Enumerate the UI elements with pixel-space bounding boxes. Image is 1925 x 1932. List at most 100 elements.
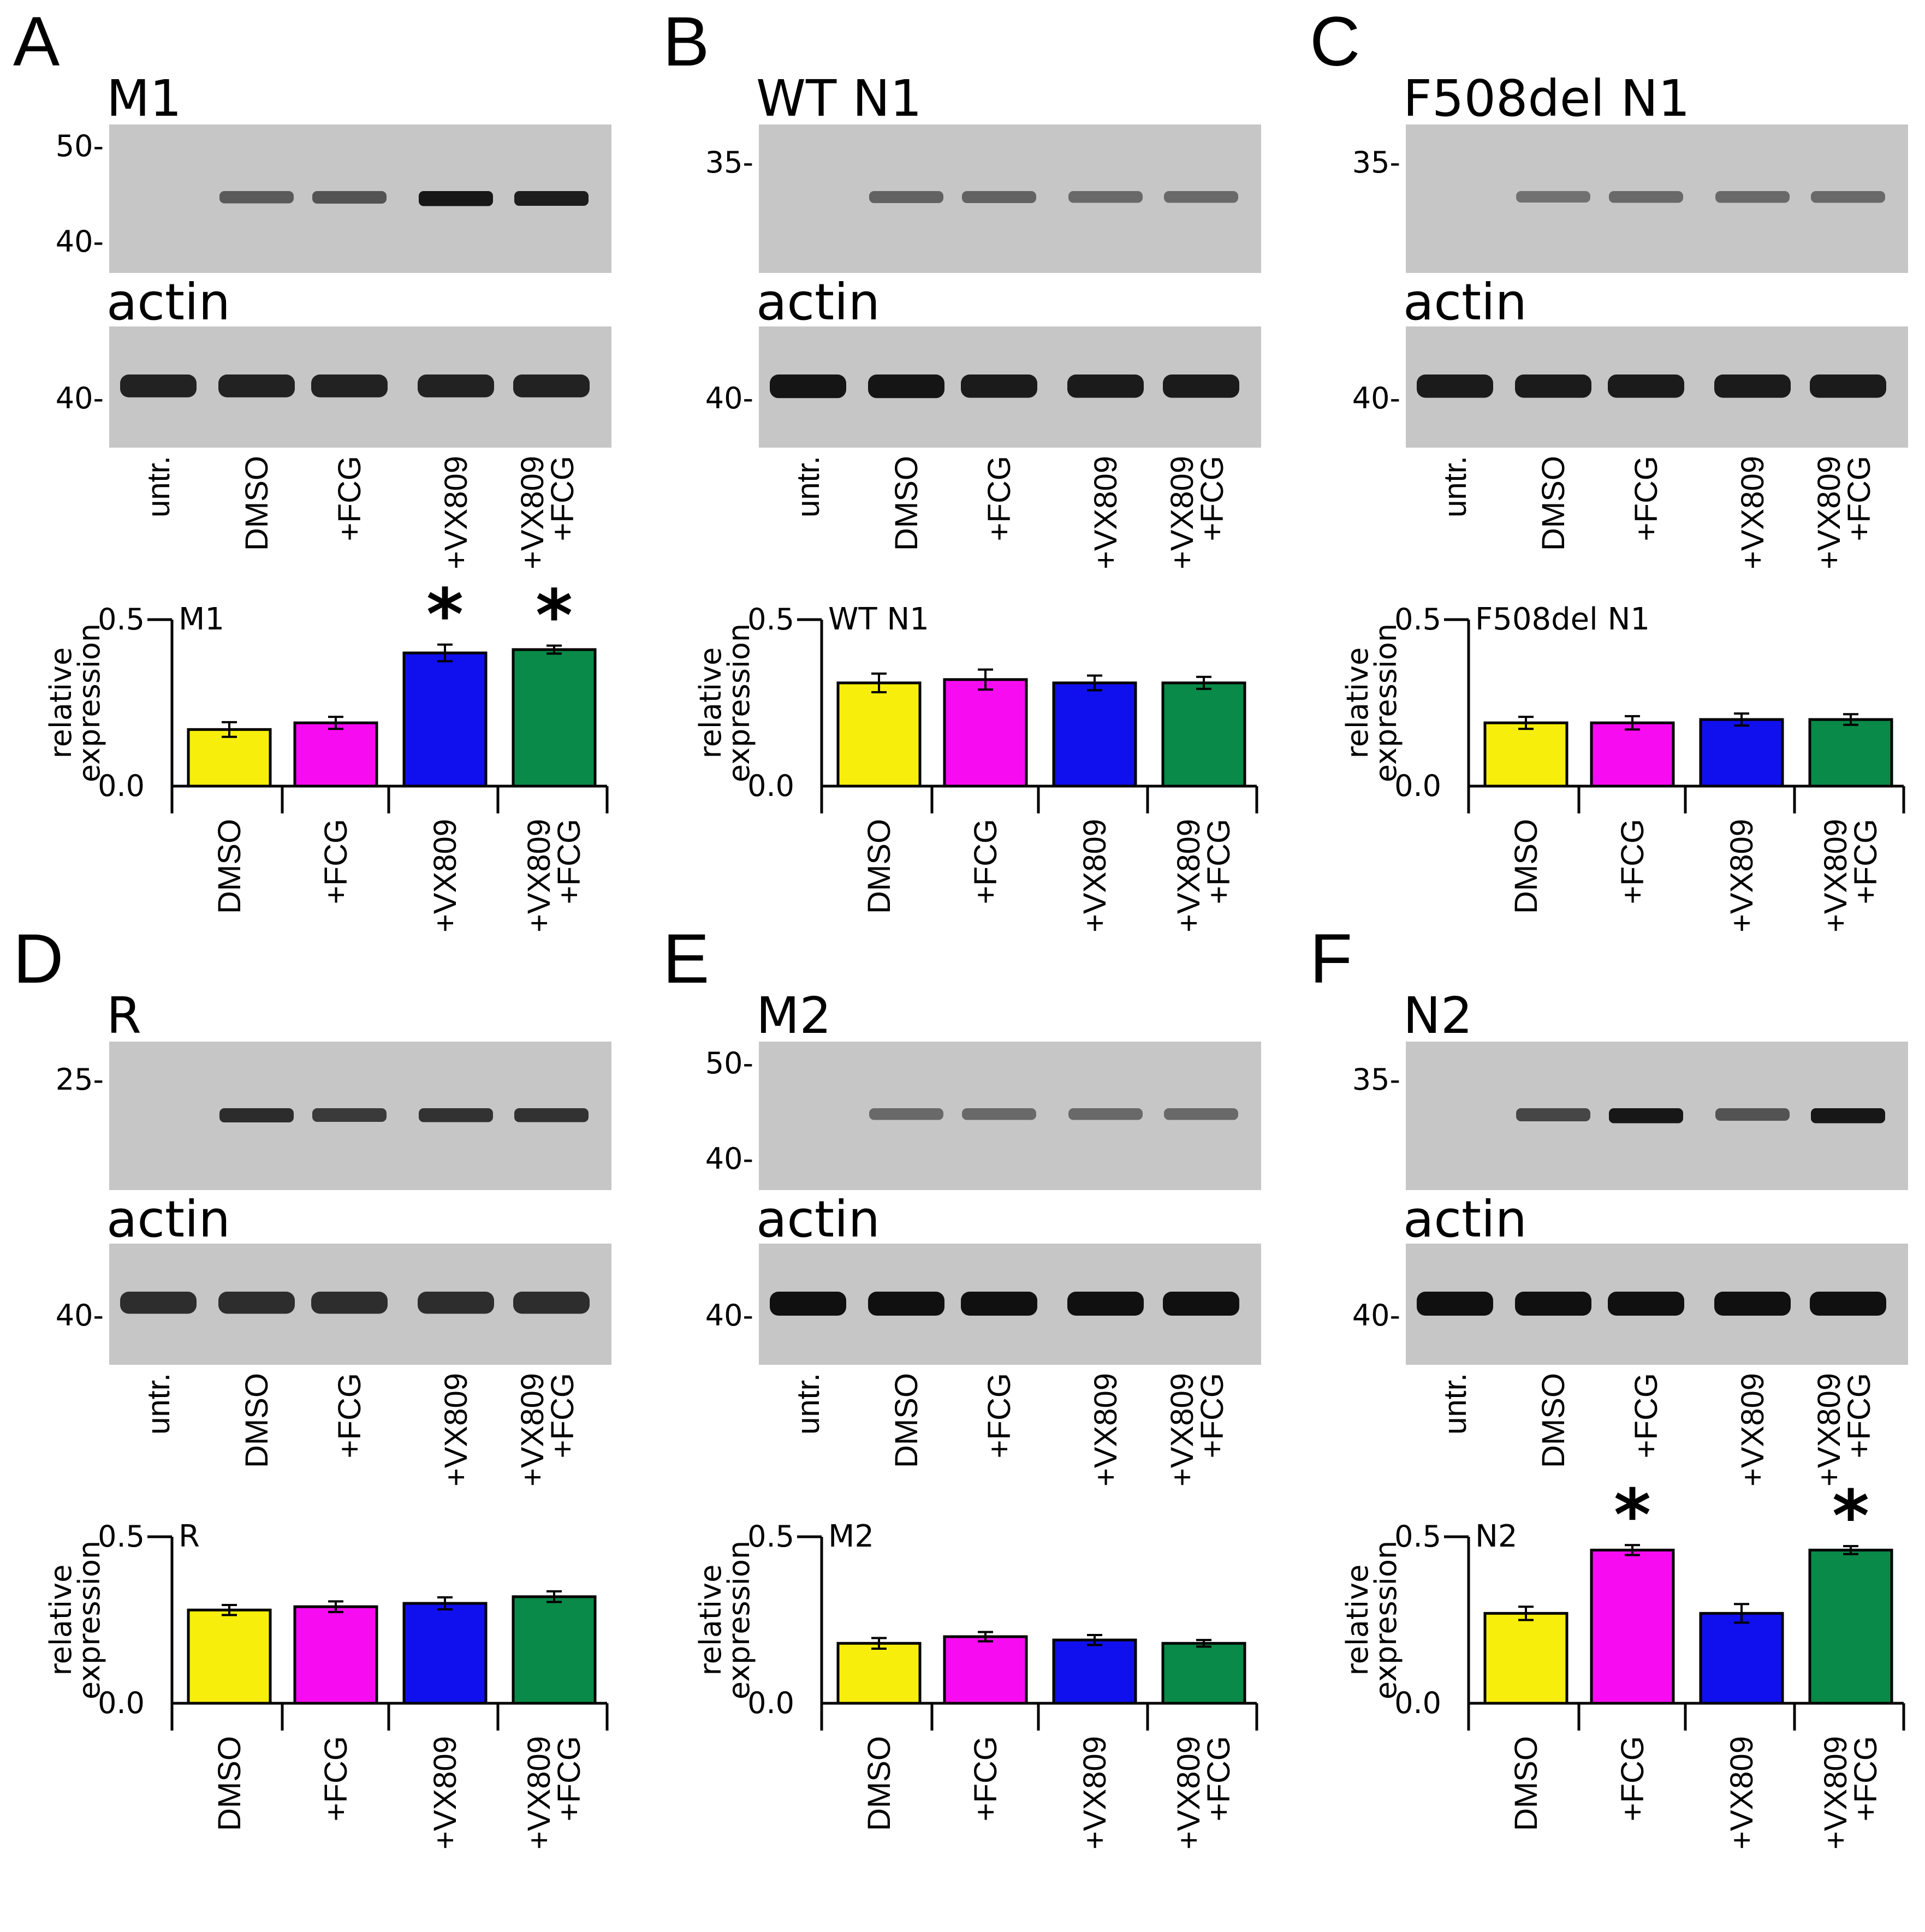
- lane-label: +FCG: [545, 1373, 580, 1458]
- category-label: +VX809: [1077, 1736, 1113, 1850]
- mw-marker: 40-: [56, 381, 104, 415]
- bar: [1699, 1612, 1784, 1705]
- chart-title: M2: [828, 1519, 874, 1554]
- panel-letter: A: [13, 3, 60, 81]
- bar: [1161, 1642, 1246, 1705]
- actin-band: [418, 374, 494, 397]
- actin-band: [1810, 1292, 1886, 1316]
- category-label: +FCG: [1615, 1736, 1650, 1821]
- protein-band: [869, 191, 943, 203]
- bar: [512, 648, 597, 788]
- actin-band: [513, 1292, 590, 1314]
- y-axis-label: relative: [1340, 647, 1375, 759]
- lane-label: +VX809: [438, 456, 474, 569]
- y-tick-label: 0.5: [747, 1519, 794, 1554]
- bar: [836, 1642, 922, 1705]
- actin-band: [770, 1292, 846, 1316]
- actin-band: [218, 374, 295, 397]
- category-label: +FCG: [551, 819, 587, 904]
- y-axis-label: expression: [722, 1541, 756, 1699]
- actin-title: actin: [1403, 273, 1527, 331]
- mw-marker: 35-: [705, 145, 753, 180]
- protein-band: [869, 1108, 943, 1120]
- lane-label: +VX809: [438, 1373, 474, 1487]
- blot-title: WT N1: [756, 69, 922, 128]
- actin-band: [1417, 1292, 1493, 1316]
- chart-title: R: [179, 1519, 200, 1554]
- bar: [1483, 1612, 1568, 1705]
- category-label: +VX809: [1818, 1736, 1853, 1850]
- actin-band: [1417, 374, 1493, 398]
- actin-band: [770, 374, 846, 399]
- bar: [512, 1595, 597, 1705]
- actin-band: [1608, 374, 1684, 398]
- bar: [1808, 718, 1893, 788]
- y-tick-label: 0.0: [747, 769, 794, 803]
- lane-label: +FCG: [1841, 456, 1877, 541]
- protein-band: [1164, 191, 1238, 203]
- lane-label: untr.: [1437, 1373, 1473, 1435]
- bar: [187, 1608, 272, 1705]
- bar: [187, 728, 272, 788]
- category-label: +VX809: [427, 819, 463, 932]
- actin-band: [868, 374, 944, 399]
- lane-label: +FCG: [982, 456, 1017, 541]
- y-tick-label: 0.5: [1394, 1519, 1441, 1554]
- bar: [836, 681, 922, 788]
- mw-marker: 40-: [1352, 381, 1400, 415]
- significance-star: *: [536, 574, 573, 657]
- protein-band: [1715, 1108, 1790, 1121]
- lane-label: +VX809: [1811, 456, 1847, 569]
- lane-label: untr.: [791, 1373, 826, 1435]
- protein-band: [312, 1108, 387, 1122]
- protein-band: [1068, 1108, 1143, 1120]
- category-label: DMSO: [212, 1736, 247, 1831]
- protein-band: [1516, 1108, 1590, 1121]
- mw-marker: 40-: [1352, 1298, 1400, 1333]
- y-axis-label: expression: [722, 623, 756, 782]
- lane-label: +VX809: [515, 456, 550, 569]
- category-label: +VX809: [1171, 1736, 1207, 1850]
- chart-title: WT N1: [828, 602, 929, 637]
- category-label: +VX809: [1818, 819, 1853, 932]
- actin-band: [1163, 374, 1239, 398]
- lane-label: +VX809: [1164, 1373, 1200, 1487]
- panel-letter: C: [1310, 3, 1360, 81]
- bar: [1161, 681, 1246, 788]
- actin-band: [1067, 1292, 1144, 1316]
- significance-star: *: [1614, 1473, 1651, 1556]
- bar: [1052, 681, 1137, 788]
- protein-band: [419, 191, 493, 206]
- protein-band: [514, 1108, 589, 1122]
- y-tick-label: 0.5: [747, 602, 794, 637]
- actin-band: [120, 1292, 197, 1314]
- y-tick-label: 0.0: [747, 1686, 794, 1720]
- category-label: +FCG: [968, 1736, 1003, 1821]
- panel-letter: B: [663, 3, 709, 81]
- y-tick-label: 0.5: [98, 602, 145, 637]
- category-label: DMSO: [862, 1736, 897, 1831]
- lane-label: DMSO: [889, 456, 924, 551]
- lane-label: +FCG: [1195, 1373, 1230, 1458]
- actin-band: [1714, 374, 1791, 398]
- mw-marker: 35-: [1352, 145, 1400, 180]
- bar: [402, 651, 488, 788]
- protein-band: [1609, 1108, 1683, 1123]
- lane-label: untr.: [791, 456, 826, 518]
- category-label: DMSO: [1508, 819, 1544, 914]
- actin-band: [120, 374, 197, 397]
- category-label: DMSO: [862, 819, 897, 914]
- actin-band: [961, 374, 1037, 398]
- significance-star: *: [1832, 1475, 1869, 1558]
- mw-marker: 35-: [1352, 1062, 1400, 1097]
- actin-band: [418, 1292, 494, 1314]
- actin-band: [961, 1292, 1037, 1316]
- mw-marker: 40-: [705, 381, 753, 415]
- protein-band: [962, 1108, 1036, 1120]
- blot-title: R: [106, 986, 141, 1045]
